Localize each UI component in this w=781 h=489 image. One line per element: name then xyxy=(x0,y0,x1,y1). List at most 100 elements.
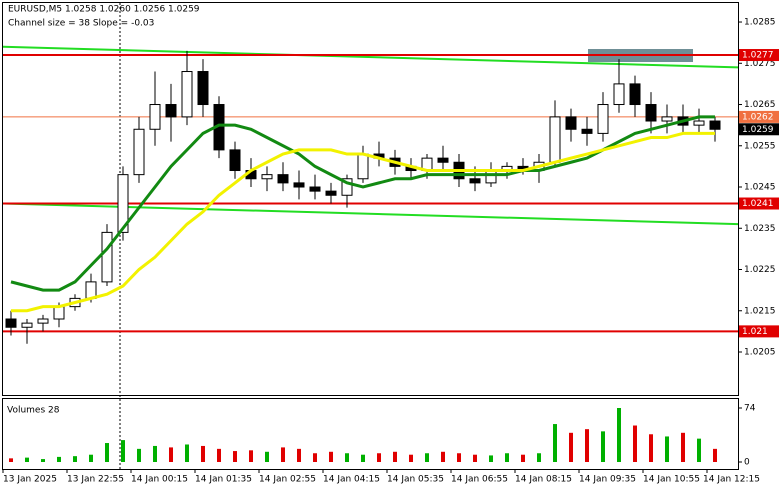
volume-bar xyxy=(697,438,701,462)
candle-body xyxy=(5,318,17,328)
volume-bar xyxy=(633,425,637,462)
y-tick-label: 1.0285 xyxy=(744,18,776,28)
x-tick-label: 14 Jan 08:15 xyxy=(515,475,572,485)
candle-body xyxy=(469,178,481,184)
volume-bar xyxy=(457,453,461,462)
volume-bar xyxy=(89,454,93,462)
volume-bar xyxy=(313,453,317,462)
volume-bar xyxy=(265,451,269,462)
volume-bar xyxy=(617,408,621,462)
volume-bar xyxy=(505,453,509,462)
candle-body xyxy=(85,281,97,299)
volume-bar xyxy=(585,429,589,462)
volume-bar xyxy=(649,434,653,462)
candle-body xyxy=(133,128,145,176)
candle-body xyxy=(165,104,177,118)
candle-body xyxy=(629,83,641,106)
volume-tick-label: 74 xyxy=(744,404,756,414)
x-tick-label: 14 Jan 05:35 xyxy=(387,475,444,485)
level-label-bg xyxy=(739,110,779,123)
candle-body xyxy=(261,174,273,180)
volume-bar xyxy=(441,451,445,462)
volume-bar xyxy=(233,451,237,462)
x-tick-label: 14 Jan 02:55 xyxy=(259,475,316,485)
candle-body xyxy=(117,174,129,233)
volume-bar xyxy=(489,455,493,462)
candle-body xyxy=(581,128,593,134)
x-tick-label: 13 Jan 22:55 xyxy=(67,475,124,485)
volume-bar xyxy=(73,456,77,462)
y-tick-label: 1.0275 xyxy=(744,59,776,69)
volume-bar xyxy=(105,443,109,462)
candle-body xyxy=(149,104,161,130)
candle-body xyxy=(549,116,561,163)
y-tick-label: 1.0205 xyxy=(744,348,776,358)
moving-average xyxy=(11,131,715,313)
volume-bar xyxy=(281,447,285,462)
volume-bar xyxy=(377,453,381,462)
volume-bar xyxy=(329,451,333,462)
volume-pane xyxy=(2,398,739,470)
y-tick-label: 1.0245 xyxy=(744,183,776,193)
volume-bar xyxy=(393,451,397,462)
candle-body xyxy=(357,153,369,180)
x-tick-label: 14 Jan 09:35 xyxy=(579,475,636,485)
candle-body xyxy=(229,149,241,172)
volume-bar xyxy=(713,448,717,462)
level-label-bg xyxy=(739,325,779,338)
level-label: 1.0262 xyxy=(742,112,774,122)
candle-body xyxy=(341,178,353,196)
level-label: 1.0241 xyxy=(742,199,774,209)
level-label-bg xyxy=(739,49,779,62)
candle-body xyxy=(693,120,705,126)
x-tick-label: 14 Jan 12:15 xyxy=(703,475,760,485)
volume-bar xyxy=(201,445,205,462)
volume-bar xyxy=(409,454,413,462)
y-tick-label: 1.0255 xyxy=(744,141,776,151)
volume-bar xyxy=(537,453,541,462)
x-tick-label: 13 Jan 2025 xyxy=(3,475,57,485)
volume-bar xyxy=(9,458,13,462)
x-tick-label: 14 Jan 06:55 xyxy=(451,475,508,485)
volume-bar xyxy=(569,432,573,462)
volume-bar xyxy=(473,454,477,462)
candle-body xyxy=(437,157,449,163)
last-price-label: 1.0259 xyxy=(742,125,774,135)
volume-bar xyxy=(521,454,525,462)
y-tick-label: 1.0265 xyxy=(744,100,776,110)
candle-body xyxy=(613,83,625,106)
candle-body xyxy=(277,174,289,184)
plot: 1.0285 1.0275 1.0265 1.0255 1.0245 1.0235 1.02… xyxy=(2,18,779,485)
volume-bar xyxy=(601,431,605,462)
volume-bar xyxy=(57,456,61,462)
candle-body xyxy=(197,71,209,106)
candle-body xyxy=(485,170,497,184)
volume-bar xyxy=(553,424,557,462)
candle-body xyxy=(101,231,113,283)
y-tick-label: 1.0225 xyxy=(744,265,776,275)
y-tick-label: 1.0215 xyxy=(744,306,776,316)
candle-body xyxy=(325,190,337,196)
candle-body xyxy=(709,120,721,130)
volume-bar xyxy=(249,450,253,462)
level-label: 1.021 xyxy=(742,327,768,337)
volume-label: Volumes 28 xyxy=(7,406,60,416)
volume-bar xyxy=(665,436,669,462)
volume-bar xyxy=(361,454,365,462)
candle-body xyxy=(565,116,577,130)
price-pane xyxy=(2,2,739,396)
candle-body xyxy=(21,322,33,328)
candle-body xyxy=(597,104,609,134)
volume-bar xyxy=(25,457,29,462)
candle-body xyxy=(661,116,673,122)
candle-body xyxy=(309,186,321,192)
candle-body xyxy=(645,104,657,122)
volume-bar xyxy=(41,459,45,462)
volume-bar xyxy=(137,448,141,462)
x-tick-label: 14 Jan 10:55 xyxy=(643,475,700,485)
candle-body xyxy=(293,182,305,188)
volume-bar xyxy=(217,448,221,462)
